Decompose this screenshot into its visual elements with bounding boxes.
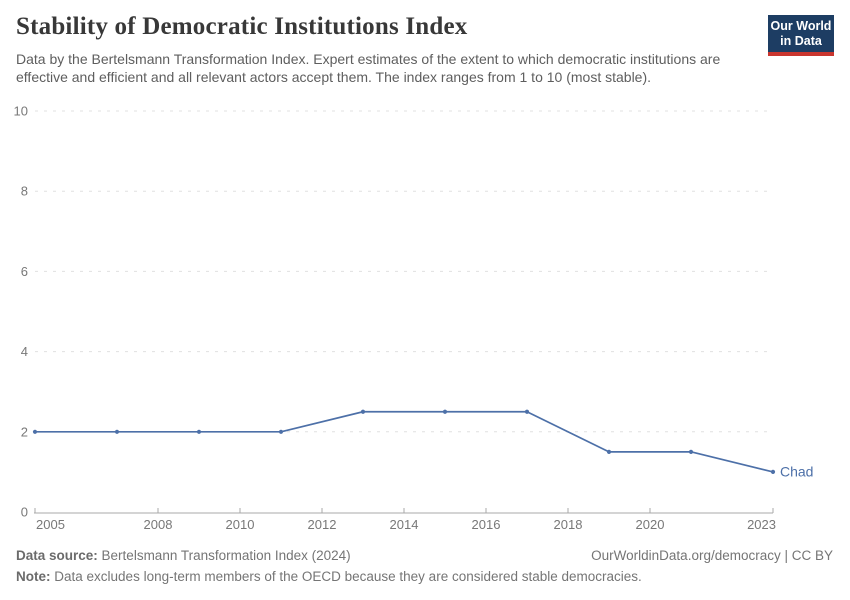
data-source-label: Data source:: [16, 548, 98, 563]
data-point[interactable]: [32, 429, 38, 434]
y-tick-label: 2: [21, 424, 28, 439]
x-tick-label: 2012: [308, 517, 337, 532]
y-tick-label: 6: [21, 264, 28, 279]
data-point[interactable]: [524, 409, 530, 414]
page-title: Stability of Democratic Institutions Ind…: [16, 13, 468, 40]
x-tick-label: 2008: [144, 517, 173, 532]
data-point[interactable]: [688, 449, 694, 454]
chart-subtitle: Data by the Bertelsmann Transformation I…: [16, 51, 721, 85]
data-point[interactable]: [770, 469, 776, 474]
x-tick-label: 2014: [390, 517, 419, 532]
owid-license-link[interactable]: OurWorldinData.org/democracy | CC BY: [591, 548, 833, 563]
y-tick-label: 10: [14, 104, 28, 119]
x-tick-label: 2005: [36, 517, 65, 532]
data-source-text: Bertelsmann Transformation Index (2024): [101, 548, 351, 563]
y-tick-label: 0: [21, 505, 28, 520]
y-tick-label: 4: [21, 344, 28, 359]
owid-logo-line2: in Data: [780, 34, 822, 48]
entity-label[interactable]: Chad: [780, 463, 813, 479]
y-tick-label: 8: [21, 184, 28, 199]
owid-logo: Our World in Data: [768, 15, 834, 56]
data-source-line: Data source: Bertelsmann Transformation …: [16, 548, 351, 564]
chart-footer: Data source: Bertelsmann Transformation …: [16, 548, 833, 585]
owid-logo-line1: Our World: [770, 19, 832, 33]
data-point[interactable]: [196, 429, 202, 434]
note-label: Note:: [16, 569, 51, 584]
data-point[interactable]: [360, 409, 366, 414]
x-tick-label: 2023: [747, 517, 776, 532]
x-tick-label: 2020: [636, 517, 665, 532]
x-tick-label: 2016: [472, 517, 501, 532]
trend-line[interactable]: [34, 410, 774, 473]
data-point[interactable]: [442, 409, 448, 414]
data-point[interactable]: [114, 429, 120, 434]
data-point[interactable]: [606, 449, 612, 454]
data-point[interactable]: [278, 429, 284, 434]
note-text: Data excludes long-term members of the O…: [54, 569, 642, 584]
note-line: Note: Data excludes long-term members of…: [16, 569, 833, 585]
x-tick-label: 2010: [226, 517, 255, 532]
x-tick-label: 2018: [554, 517, 583, 532]
